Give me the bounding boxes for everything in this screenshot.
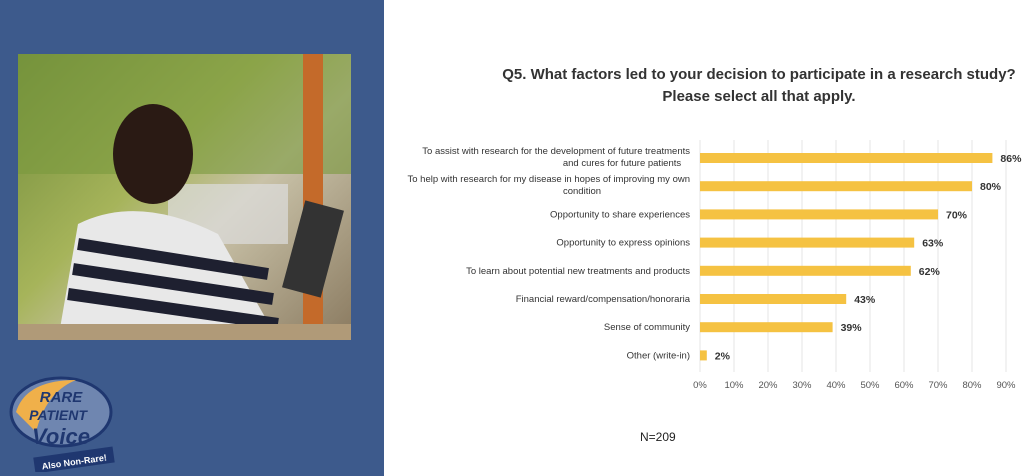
- category-label: Financial reward/compensation/honoraria: [516, 294, 691, 305]
- svg-text:RARE: RARE: [40, 389, 83, 406]
- x-tick-label: 50%: [860, 380, 880, 391]
- chart-title: Q5. What factors led to your decision to…: [384, 64, 1024, 108]
- bar: [700, 209, 938, 220]
- category-label: To help with research for my disease in …: [408, 174, 691, 185]
- bar: [700, 153, 993, 163]
- title-line-2: Please select all that apply.: [662, 88, 856, 105]
- data-label: 86%: [1000, 153, 1022, 165]
- x-tick-label: 20%: [758, 380, 778, 391]
- x-tick-label: 60%: [894, 380, 914, 391]
- bar: [700, 322, 833, 333]
- category-label: condition: [563, 186, 601, 197]
- data-label: 39%: [841, 322, 863, 334]
- x-tick-label: 70%: [928, 380, 948, 391]
- bar: [700, 350, 707, 361]
- x-tick-label: 80%: [962, 380, 982, 391]
- data-label: 63%: [922, 238, 944, 250]
- bar: [700, 181, 972, 192]
- category-label: Other (write-in): [627, 350, 690, 361]
- category-label: To assist with research for the developm…: [422, 146, 690, 157]
- x-tick-label: 10%: [724, 380, 744, 391]
- svg-text:Voice: Voice: [32, 424, 90, 449]
- category-label: To learn about potential new treatments …: [466, 266, 690, 277]
- bar-chart: 0% 10% 20% 30% 40% 50% 60% 70% 80% 90% 86% To assis…: [408, 140, 1022, 391]
- data-label: 80%: [980, 181, 1002, 193]
- bar: [700, 265, 911, 276]
- title-line-1: Q5. What factors led to your decision to…: [502, 66, 1016, 83]
- data-label: 2%: [715, 350, 731, 362]
- svg-text:PATIENT: PATIENT: [29, 407, 88, 423]
- data-label: 62%: [919, 266, 941, 278]
- category-label: and cures for future patients: [563, 158, 682, 169]
- x-tick-label: 30%: [792, 380, 812, 391]
- rare-patient-voice-logo: RARE PATIENT Voice Also Non-Rare!: [9, 376, 115, 472]
- bar: [700, 294, 847, 304]
- photo-woman-with-laptop: [18, 54, 351, 340]
- sample-size: N=209: [640, 430, 676, 444]
- x-tick-label: 0%: [693, 380, 707, 391]
- bar: [700, 237, 915, 248]
- category-label: Opportunity to express opinions: [556, 238, 690, 249]
- x-tick-label: 90%: [996, 380, 1016, 391]
- data-label: 43%: [854, 294, 876, 306]
- x-tick-label: 40%: [826, 380, 846, 391]
- category-label: Sense of community: [604, 322, 690, 333]
- data-label: 70%: [946, 209, 968, 221]
- category-label: Opportunity to share experiences: [550, 209, 690, 220]
